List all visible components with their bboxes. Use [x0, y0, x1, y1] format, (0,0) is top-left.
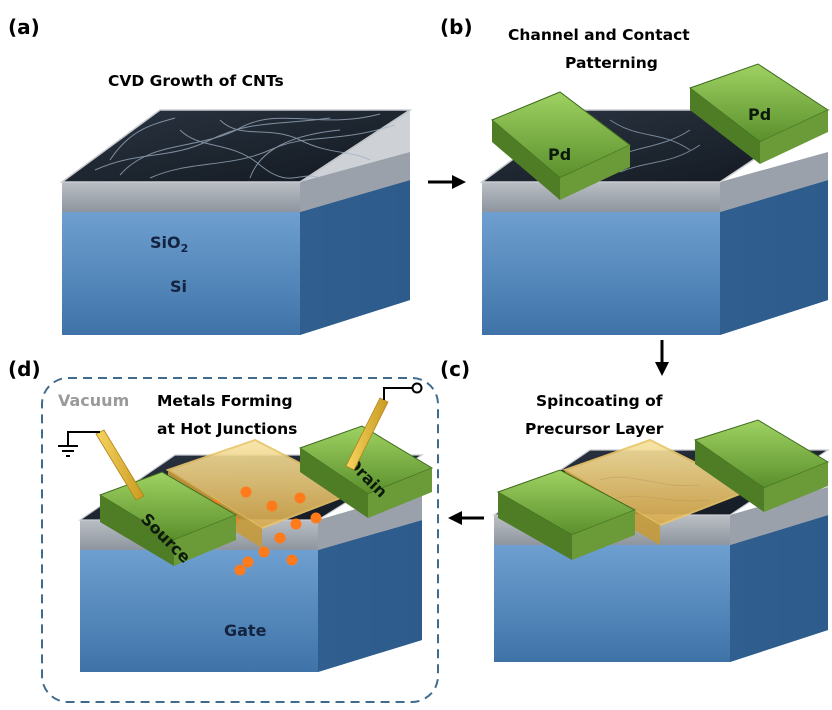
panel-c-title-line2: Precursor Layer [525, 420, 664, 438]
pd-contact-right [688, 63, 830, 164]
drain-probe [345, 382, 423, 471]
drain-contact [298, 425, 434, 518]
vacuum-label: Vacuum [58, 391, 129, 410]
panel-c-title-line1: Spincoating of [536, 392, 663, 410]
substrate-block-a [59, 109, 413, 335]
pd-label-right: Pd [748, 105, 771, 124]
panel-d: (d) Vacuum Metals Forming at Hot Junctio… [8, 357, 439, 703]
sio2-label: SiO2 [150, 233, 188, 255]
panel-c: (c) Spincoating of Precursor Layer [440, 357, 830, 662]
panel-a: (a) CVD Growth of CNTs SiO2 Si [8, 15, 413, 335]
panel-a-title: CVD Growth of CNTs [108, 72, 284, 90]
panel-c-tag: (c) [440, 357, 470, 381]
arrow-a-to-b [428, 175, 466, 189]
arrow-c-to-d [448, 511, 484, 525]
arrow-b-to-c [655, 340, 669, 376]
panel-b-title-line2: Patterning [565, 54, 658, 72]
cnt-network [94, 113, 396, 179]
panel-d-tag: (d) [8, 357, 41, 381]
ground-probe [58, 429, 145, 501]
si-label: Si [170, 277, 187, 296]
metal-nanoparticles [208, 486, 322, 576]
dashed-frame [41, 377, 439, 703]
panel-b: (b) Channel and Contact Patterning Pd [440, 15, 831, 335]
panel-b-title-line1: Channel and Contact [508, 26, 690, 44]
pd-contact-c-right [693, 419, 830, 512]
panel-d-title-line2: at Hot Junctions [157, 420, 297, 438]
pd-label-left: Pd [548, 145, 571, 164]
gate-label: Gate [224, 621, 267, 640]
pd-contact-c-left [496, 469, 637, 560]
panel-b-tag: (b) [440, 15, 473, 39]
pd-contact-left [491, 91, 631, 200]
panel-a-tag: (a) [8, 15, 40, 39]
terminal-icon [411, 382, 423, 394]
ground-icon [58, 445, 78, 457]
panel-d-title-line1: Metals Forming [157, 392, 293, 410]
